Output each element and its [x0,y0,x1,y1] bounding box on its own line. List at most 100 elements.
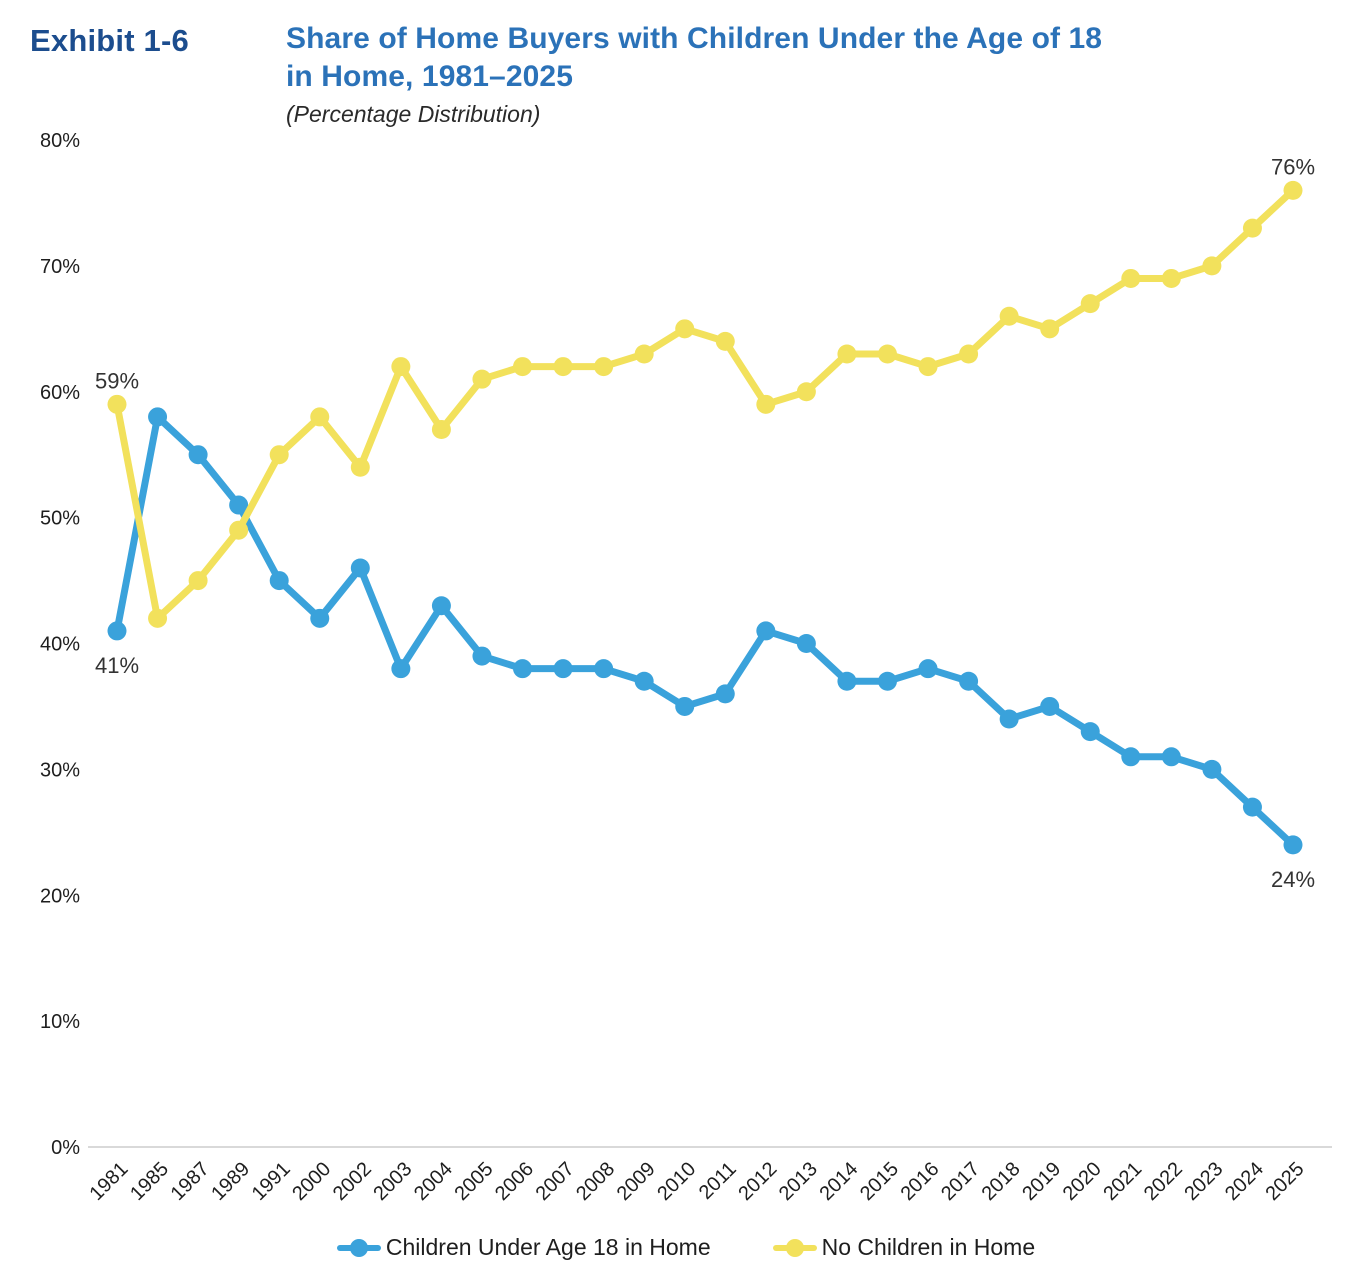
data-point [513,357,533,377]
x-tick-label: 2006 [491,1158,538,1205]
x-tick-label: 2019 [1018,1158,1065,1205]
data-point [350,457,370,477]
data-point [877,344,897,364]
y-tick-label: 30% [40,759,80,781]
legend-label-children: Children Under Age 18 in Home [385,1234,711,1260]
data-point [107,394,127,414]
data-point [877,671,897,691]
data-point [634,344,654,364]
data-point [431,596,451,616]
x-tick-label: 2021 [1099,1158,1146,1205]
data-point [675,319,695,339]
x-tick-label: 1985 [126,1158,173,1205]
x-tick-label: 2000 [288,1158,335,1205]
x-tick-label: 2009 [613,1158,660,1205]
data-point [1121,268,1141,288]
data-point [1283,180,1303,200]
data-point [837,344,857,364]
chart-title-line-2: in Home, 1981–2025 [286,60,573,93]
data-point [472,646,492,666]
chart-title-block: Share of Home Buyers with Children Under… [286,20,1102,128]
exhibit-label: Exhibit 1-6 [30,23,189,58]
data-point [959,671,979,691]
point-value-label: 24% [1271,867,1315,892]
x-tick-label: 2017 [937,1158,984,1205]
x-tick-label: 2004 [410,1158,457,1205]
x-tick-label: 2007 [532,1158,579,1205]
data-point [675,696,695,716]
data-point [553,357,573,377]
data-point [1242,218,1262,238]
chart-title-line-1: Share of Home Buyers with Children Under… [286,22,1103,55]
x-tick-label: 1991 [248,1158,295,1205]
data-point [796,382,816,402]
children-series-marker-icon [336,1238,381,1258]
data-point [796,634,816,653]
x-tick-label: 2023 [1180,1158,1227,1205]
data-point [148,608,168,628]
y-tick-label: 10% [40,1011,80,1033]
data-point [999,709,1019,729]
data-point [594,357,614,377]
legend-item-no-children: No Children in Home [772,1234,1035,1261]
point-value-label: 59% [95,368,139,393]
data-point [1242,797,1262,817]
data-point [391,659,411,679]
legend: Children Under Age 18 in Home No Childre… [0,1234,1372,1261]
chart-subtitle: (Percentage Distribution) [286,101,541,127]
data-point [1202,759,1222,779]
data-point [594,659,614,679]
data-point [999,306,1019,326]
data-point [1283,835,1303,855]
y-tick-label: 20% [40,885,80,907]
x-tick-label: 2020 [1059,1158,1106,1205]
data-point [634,671,654,691]
y-tick-label: 80% [40,130,80,152]
x-tick-label: 2012 [734,1158,781,1205]
x-tick-label: 2025 [1262,1158,1309,1205]
data-point [1040,696,1060,716]
point-value-label: 76% [1271,154,1315,179]
data-point [837,671,857,691]
data-point [188,445,208,465]
data-point [350,558,370,578]
data-point [472,369,492,389]
x-tick-label: 2013 [775,1158,822,1205]
x-tick-label: 1987 [167,1158,214,1205]
data-point [229,495,249,515]
data-point [1121,747,1141,767]
x-tick-label: 2022 [1140,1158,1187,1205]
x-tick-label: 2008 [572,1158,619,1205]
data-point [918,659,938,679]
data-point [756,394,776,414]
series-line-1 [113,186,1297,622]
data-point [269,445,289,465]
data-point [1161,747,1181,767]
data-point [188,571,208,591]
data-point [513,659,533,679]
data-point [1202,256,1222,276]
x-tick-label: 2015 [856,1158,903,1205]
x-tick-label: 1981 [86,1158,133,1205]
data-point [310,407,330,427]
x-tick-label: 2024 [1221,1158,1268,1205]
data-point [1080,294,1100,314]
no-children-series-marker-icon [772,1238,817,1258]
x-tick-label: 2002 [329,1158,376,1205]
data-point [391,357,411,377]
data-point [148,407,168,427]
data-point [269,571,289,591]
y-tick-label: 60% [40,382,80,404]
data-point [310,608,330,628]
point-value-label: 41% [95,653,139,678]
x-tick-label: 2018 [978,1158,1025,1205]
x-tick-label: 2005 [450,1158,497,1205]
y-tick-label: 50% [40,508,80,530]
x-tick-label: 2014 [815,1158,862,1205]
data-point [959,344,979,364]
data-point [553,659,573,679]
data-point [756,621,776,641]
data-point [431,420,451,440]
